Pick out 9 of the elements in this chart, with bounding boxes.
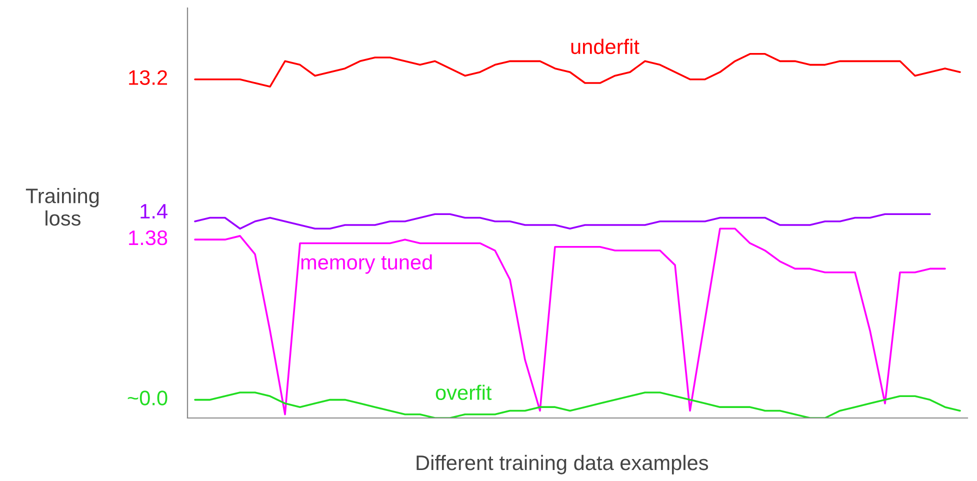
text: 1.4 — [140, 204, 168, 218]
series-label: underfit — [571, 38, 640, 54]
text: 13.2 — [129, 70, 168, 85]
text: ~0.0 — [128, 390, 168, 406]
x-axis-title: Different training data examples — [416, 454, 708, 474]
series-label: overfit — [436, 384, 492, 400]
text: 1.38 — [129, 230, 168, 246]
series-label: memory tuned — [301, 254, 432, 274]
y-axis-title: Training loss — [26, 188, 99, 226]
